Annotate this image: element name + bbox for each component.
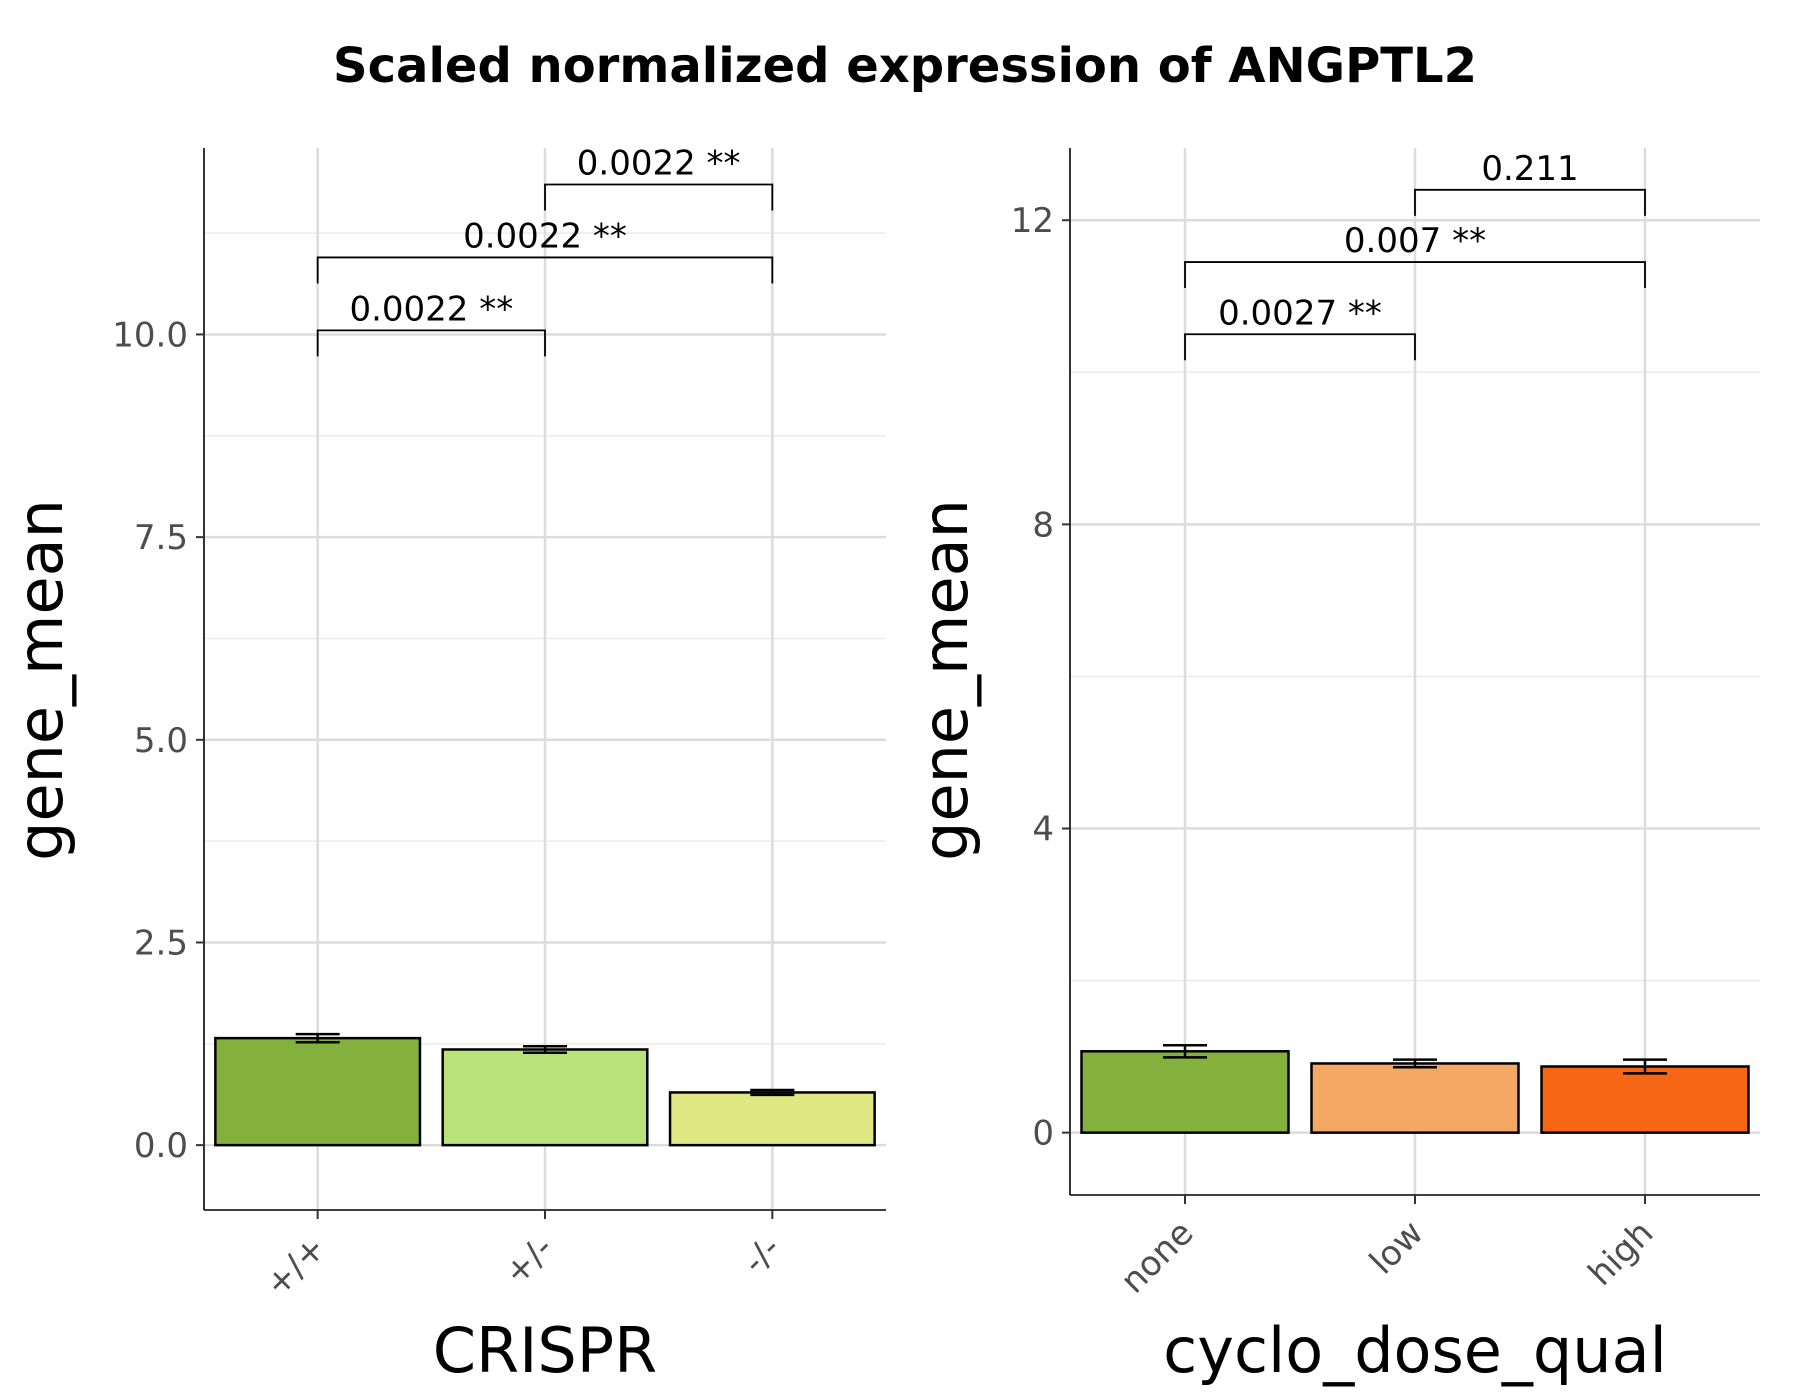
x-tick-label: none [1113, 1213, 1201, 1301]
bracket-line [316, 256, 774, 284]
error-bar-2 [1623, 1058, 1667, 1075]
y-tick-label: 12 [1011, 201, 1054, 241]
comparison-label: 0.211 [1481, 149, 1578, 189]
x-axis-title: cyclo_dose_qual [1163, 1314, 1667, 1387]
bar-1 [441, 1048, 649, 1147]
bracket-line [544, 183, 774, 211]
comparison-bracket-0: 0.0027 ** [1184, 293, 1416, 361]
comparison-label: 0.007 ** [1344, 221, 1486, 261]
bar-0 [214, 1036, 422, 1147]
error-bar-1 [1393, 1058, 1437, 1069]
error-bar-1 [523, 1044, 567, 1054]
bar-0 [1080, 1050, 1290, 1134]
y-tick-label: 0 [1032, 1114, 1054, 1154]
comparison-bracket-2: 0.211 [1414, 149, 1646, 216]
error-bar-2 [750, 1088, 795, 1097]
comparison-label: 0.0027 ** [1218, 293, 1382, 333]
bracket-line [316, 329, 546, 357]
x-tick-label: high [1581, 1213, 1662, 1294]
bar-1 [1310, 1062, 1520, 1134]
y-tick-label: 8 [1032, 505, 1054, 545]
chart-title: Scaled normalized expression of ANGPTL2 [333, 38, 1477, 94]
y-tick-label: 4 [1032, 810, 1054, 850]
error-bar-0 [295, 1032, 340, 1044]
y-tick-label: 0.0 [134, 1126, 188, 1166]
panel-crispr: 0.0022 ** 0.0022 ** 0.0022 ** 0.0 2.5 5.0 7.5 1… [4, 143, 886, 1387]
comparison-bracket-1: 0.0022 ** [316, 216, 774, 284]
comparison-bracket-0: 0.0022 ** [316, 289, 546, 357]
y-tick-label: 7.5 [134, 518, 188, 558]
comparison-label: 0.0022 ** [577, 143, 741, 183]
bracket-line [1414, 188, 1646, 216]
y-tick-label: 2.5 [134, 923, 188, 963]
comparison-label: 0.0022 ** [463, 216, 627, 256]
x-tick-label: low [1362, 1213, 1431, 1282]
bar-2 [1540, 1065, 1750, 1134]
y-tick-label: 10.0 [112, 315, 188, 355]
y-axis-title: gene_mean [4, 499, 77, 861]
x-tick-label: +/- [496, 1228, 561, 1293]
panel-cyclo-dose: 0.0027 ** 0.007 ** 0.211 0 4 8 12 none low high cy… [909, 148, 1760, 1387]
x-axis-title: CRISPR [433, 1314, 657, 1387]
comparison-bracket-1: 0.007 ** [1184, 221, 1646, 289]
x-tick-label: -/- [735, 1228, 789, 1282]
y-axis-title: gene_mean [909, 499, 982, 861]
bar-2 [668, 1091, 876, 1147]
x-tick-label: +/+ [257, 1228, 334, 1305]
comparison-label: 0.0022 ** [349, 289, 513, 329]
y-tick-label: 5.0 [134, 721, 188, 761]
comparison-bracket-2: 0.0022 ** [544, 143, 774, 211]
bracket-line [1184, 261, 1646, 289]
bracket-line [1184, 333, 1416, 361]
error-bar-0 [1163, 1043, 1207, 1059]
